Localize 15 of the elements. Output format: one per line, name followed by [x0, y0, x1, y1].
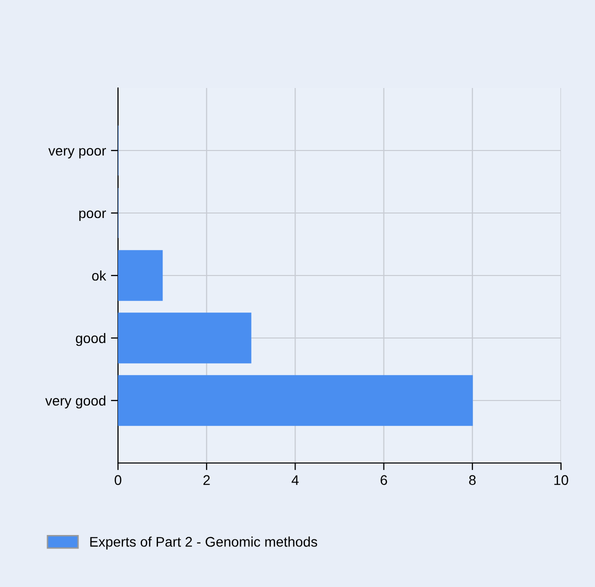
bar [118, 312, 252, 364]
x-tick-label: 4 [292, 475, 299, 485]
legend-label: Experts of Part 2 - Genomic methods [90, 536, 318, 550]
y-tick-label: ok [92, 270, 106, 281]
y-tick-label: poor [79, 210, 106, 221]
x-tick-label: 6 [380, 475, 388, 486]
y-tick-label: good [76, 332, 106, 346]
x-tick-label: 10 [554, 475, 568, 486]
x-tick-label: 2 [203, 475, 210, 485]
bar [118, 375, 473, 426]
y-tick-label: very good [45, 395, 106, 408]
bar [118, 250, 163, 301]
x-tick-label: 8 [469, 475, 476, 486]
y-tick-label: very poor [48, 148, 106, 158]
x-tick-label: 0 [114, 475, 122, 486]
